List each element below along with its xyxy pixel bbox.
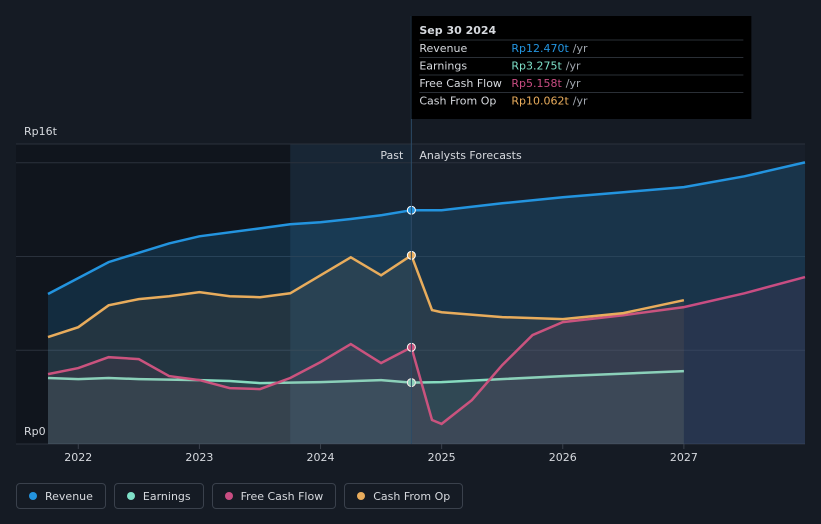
tooltip-value: Rp3.275t/yr bbox=[511, 60, 581, 73]
x-tick-label: 2024 bbox=[307, 451, 335, 464]
legend-item[interactable]: Revenue bbox=[16, 483, 106, 509]
tooltip: Sep 30 2024 Revenue Rp12.470t/yr Earnings Rp… bbox=[411, 16, 752, 119]
legend-dot bbox=[224, 492, 233, 500]
tooltip-value-text: Rp10.062t bbox=[511, 95, 569, 108]
series-area bbox=[48, 277, 805, 444]
tooltip-value-text: Rp3.275t bbox=[511, 60, 562, 73]
legend-dot bbox=[126, 492, 135, 500]
tooltip-label: Free Cash Flow bbox=[419, 77, 502, 90]
x-tick-label: 2027 bbox=[670, 451, 698, 464]
y-tick-label: Rp16t bbox=[24, 125, 58, 138]
tooltip-value: Rp5.158t/yr bbox=[511, 77, 581, 90]
legend-item[interactable]: Earnings bbox=[113, 483, 204, 509]
tooltip-label: Cash From Op bbox=[419, 95, 496, 108]
past-label: Past bbox=[380, 149, 404, 162]
tooltip-value-text: Rp5.158t bbox=[511, 77, 562, 90]
tooltip-value: Rp12.470t/yr bbox=[511, 42, 588, 55]
series-line bbox=[47, 161, 806, 296]
legend-label: Revenue bbox=[45, 489, 93, 503]
series-line bbox=[47, 275, 806, 426]
tooltip-unit: /yr bbox=[566, 77, 581, 90]
x-tick-label: 2022 bbox=[64, 451, 92, 464]
series-area bbox=[48, 371, 684, 444]
x-tick-label: 2025 bbox=[428, 451, 456, 464]
tooltip-unit: /yr bbox=[573, 42, 588, 55]
tooltip-label: Earnings bbox=[419, 60, 467, 73]
tooltip-value: Rp10.062t/yr bbox=[511, 95, 588, 108]
tooltip-unit: /yr bbox=[573, 95, 588, 108]
forecast-label: Analysts Forecasts bbox=[419, 149, 522, 162]
legend-dot bbox=[357, 492, 366, 500]
legend-item[interactable]: Free Cash Flow bbox=[211, 483, 337, 509]
tooltip-value-text: Rp12.470t bbox=[511, 42, 569, 55]
series-area bbox=[48, 255, 684, 444]
legend-label: Cash From Op bbox=[373, 489, 451, 503]
past-highlight bbox=[290, 144, 412, 444]
tooltip-box bbox=[411, 16, 752, 119]
series-line bbox=[47, 253, 685, 339]
chart: Rp0 Rp16t 2022 2023 2024 2025 2026 2027 Past Anal… bbox=[16, 16, 806, 464]
tooltip-date: Sep 30 2024 bbox=[419, 24, 496, 37]
series-line bbox=[47, 369, 684, 385]
legend-label: Earnings bbox=[142, 489, 191, 503]
x-tick-label: 2026 bbox=[549, 451, 577, 464]
legend: Revenue Earnings Free Cash Flow Cash From O… bbox=[16, 483, 464, 509]
x-tick-label: 2023 bbox=[185, 451, 213, 464]
tooltip-label: Revenue bbox=[419, 42, 467, 55]
legend-label: Free Cash Flow bbox=[240, 489, 324, 503]
legend-dot bbox=[29, 492, 37, 500]
tooltip-unit: /yr bbox=[566, 60, 581, 73]
y-tick-label: Rp0 bbox=[24, 425, 46, 438]
legend-item[interactable]: Cash From Op bbox=[344, 483, 464, 509]
